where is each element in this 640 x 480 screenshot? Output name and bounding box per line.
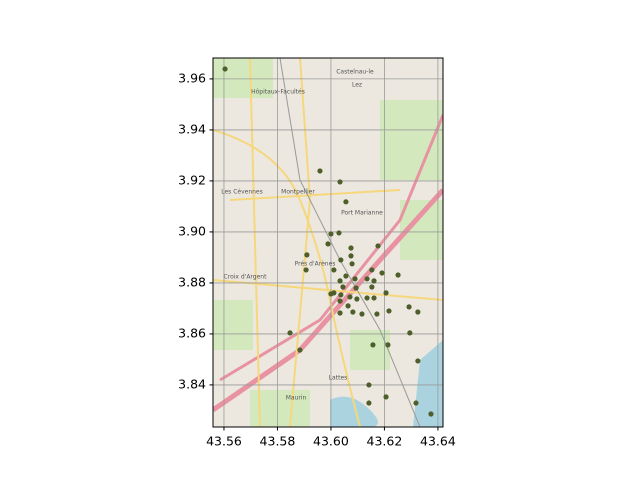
point [353,285,359,291]
point [428,411,434,417]
point [370,342,376,348]
point [375,243,381,249]
point [338,257,344,263]
map-label: Croix d'Argent [224,274,268,281]
point [374,311,380,317]
point [337,310,343,316]
x-tick-label: 43.58 [260,434,296,449]
y-tick-label: 3.96 [178,70,206,85]
point [395,272,401,278]
point [371,295,377,301]
point [385,342,391,348]
point [317,168,323,174]
point [304,252,310,258]
point [366,382,372,388]
map-background [213,58,443,427]
point [325,241,331,247]
point [369,267,375,273]
x-tick-label: 43.62 [367,434,403,449]
point [415,309,421,315]
y-tick-label: 3.84 [178,376,206,391]
point [328,291,334,297]
point [413,400,419,406]
map-label: Hôpitaux-Facultés [251,89,305,96]
point [371,278,377,284]
point [337,179,343,185]
point [337,298,343,304]
map-label: Lattes [329,375,348,382]
point [347,294,353,300]
y-tick-label: 3.94 [178,121,206,136]
point [303,267,309,273]
point [359,311,365,317]
point [352,276,358,282]
x-tick-label: 43.64 [420,434,456,449]
point [328,231,334,237]
point [415,358,421,364]
map-label: Maurin [286,395,307,402]
map-label: Les Cévennes [221,189,263,196]
y-tick-label: 3.90 [178,223,206,238]
point [345,303,351,309]
point [386,308,392,314]
point [406,304,412,310]
map-label: Lez [352,82,362,89]
point [349,261,355,267]
point [364,276,370,282]
point [331,267,337,273]
point [383,394,389,400]
point [348,253,354,259]
point [336,230,342,236]
axes-frame [212,57,444,428]
point [340,284,346,290]
y-tick-label: 3.92 [178,172,206,187]
point [287,330,293,336]
point [366,400,372,406]
map-label: Montpellier [281,189,315,196]
y-tick-label: 3.88 [178,274,206,289]
point [369,284,375,290]
point [222,66,228,72]
point [379,270,385,276]
map-label: Castelnau-le [336,69,374,76]
point [350,309,356,315]
point [407,330,413,336]
point [354,296,360,302]
x-tick-label: 43.56 [206,434,242,449]
point [364,295,370,301]
point [297,347,303,353]
point [337,278,343,284]
map-label: Port Marianne [341,210,383,217]
point [338,292,344,298]
point [348,245,354,251]
point [343,199,349,205]
x-tick-label: 43.60 [313,434,349,449]
map-label: Prés d'Arènes [295,261,336,268]
y-tick-label: 3.86 [178,325,206,340]
point [383,290,389,296]
point [343,273,349,279]
